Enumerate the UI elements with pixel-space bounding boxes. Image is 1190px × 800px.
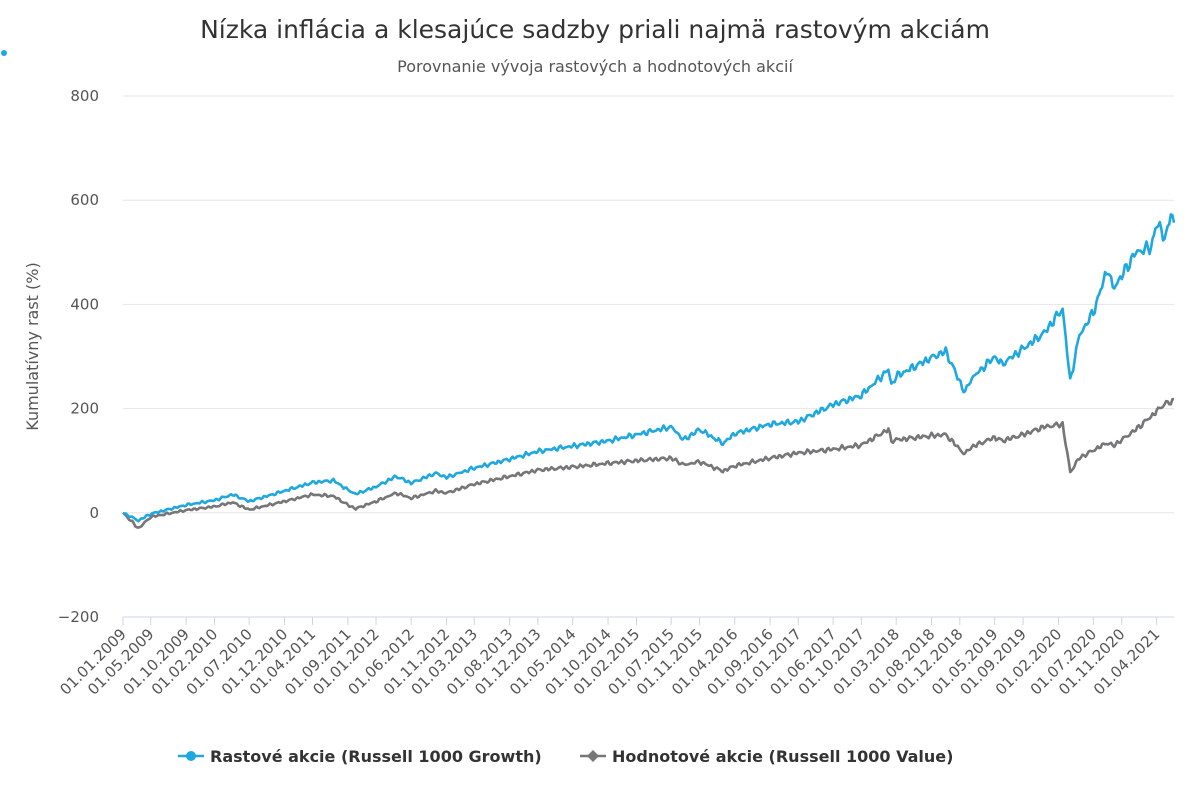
legend-item-value[interactable]: Hodnotové akcie (Russell 1000 Value) bbox=[580, 747, 953, 766]
legend: Rastové akcie (Russell 1000 Growth) Hodno… bbox=[178, 747, 953, 766]
y-tick-label: −200 bbox=[58, 608, 99, 626]
legend-label: Rastové akcie (Russell 1000 Growth) bbox=[210, 747, 542, 766]
y-tick-label: 200 bbox=[70, 400, 99, 418]
legend-circle-marker-icon bbox=[186, 751, 196, 761]
y-tick-label: 0 bbox=[89, 504, 99, 522]
y-tick-label: 800 bbox=[70, 87, 99, 105]
y-tick-label: 600 bbox=[70, 191, 99, 209]
legend-diamond-marker-icon bbox=[587, 750, 599, 762]
y-tick-labels: −200 0 200 400 600 800 bbox=[58, 87, 99, 626]
y-axis-label: Kumulatívny rast (%) bbox=[23, 262, 42, 430]
plot-area bbox=[122, 213, 1176, 529]
legend-label: Hodnotové akcie (Russell 1000 Value) bbox=[612, 747, 953, 766]
menu-dot-icon[interactable] bbox=[1, 50, 7, 56]
legend-item-growth[interactable]: Rastové akcie (Russell 1000 Growth) bbox=[178, 747, 542, 766]
chart-title: Nízka inflácia a klesajúce sadzby priali… bbox=[200, 15, 990, 44]
series-line-value[interactable] bbox=[122, 397, 1174, 529]
y-tick-label: 400 bbox=[70, 295, 99, 313]
series-line-growth[interactable] bbox=[123, 213, 1176, 523]
x-axis bbox=[122, 616, 1174, 625]
y-gridlines bbox=[123, 95, 1174, 618]
chart-subtitle: Porovnanie vývoja rastových a hodnotovýc… bbox=[397, 57, 793, 76]
x-tick-labels: 01.01.200901.05.200901.10.200901.02.2010… bbox=[56, 625, 1163, 698]
